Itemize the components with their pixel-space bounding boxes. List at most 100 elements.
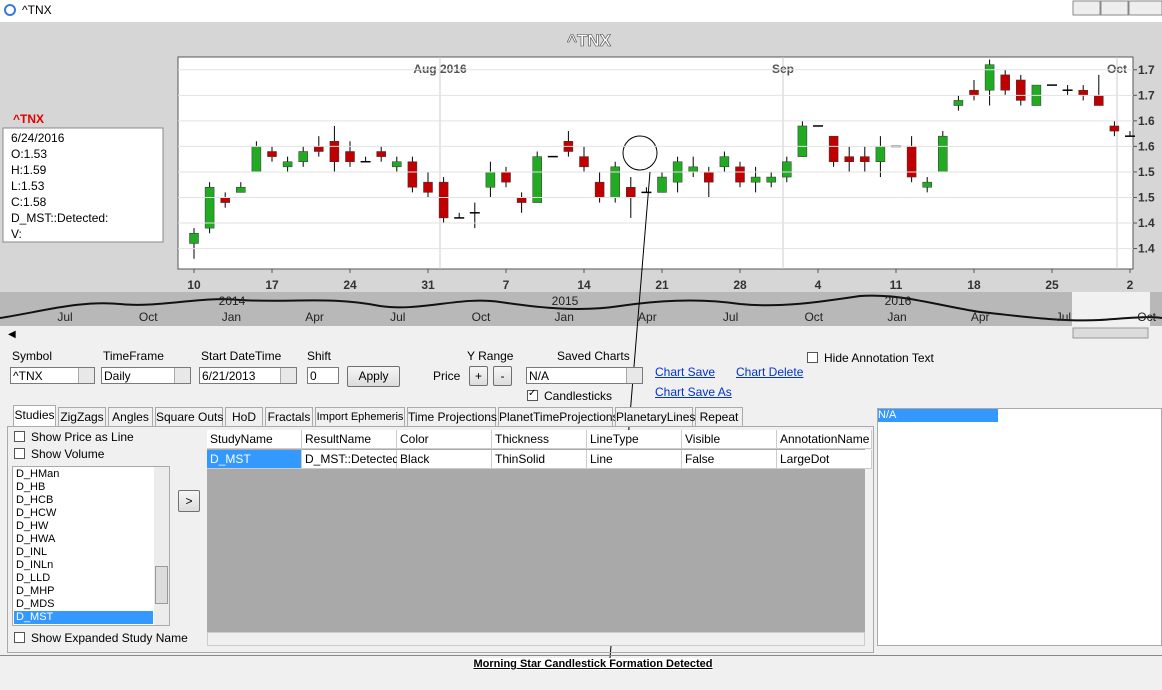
tab[interactable]: Angles [108, 407, 153, 426]
study-item[interactable]: D_MST [16, 611, 54, 623]
candle-body [485, 171, 496, 188]
right-list [877, 408, 1162, 646]
label: Show Expanded Study Name [31, 631, 188, 645]
right-list-item[interactable]: N/A [878, 409, 998, 422]
candle-body [220, 197, 230, 203]
tab-panel [7, 426, 874, 653]
tab[interactable]: Square Outs [155, 407, 223, 426]
candle-body [516, 197, 527, 203]
start-combo[interactable]: 6/21/2013 [199, 367, 297, 384]
grid-cell[interactable]: False [682, 450, 777, 469]
checkbox[interactable] [14, 448, 25, 459]
chart-save-link[interactable]: Chart Save [655, 365, 716, 379]
x-tick-label: 4 [815, 278, 822, 292]
study-item[interactable]: D_INLn [16, 559, 54, 571]
minimize-button[interactable] [1072, 0, 1101, 16]
tab[interactable]: Repeat [695, 407, 743, 426]
overview-month: Jan [222, 310, 241, 324]
x-tick-label: 11 [890, 278, 903, 292]
candle-body [782, 161, 792, 178]
y-tick-label: 1.4 [1138, 242, 1155, 256]
tab[interactable]: HoD [225, 407, 263, 426]
close-button[interactable] [1128, 0, 1162, 16]
overview-month: Jul [723, 310, 738, 324]
checkbox[interactable] [14, 431, 25, 442]
candle-body [626, 187, 636, 198]
y-tick-label: 1.6 [1138, 114, 1155, 128]
x-tick-label: 7 [503, 278, 510, 292]
tab[interactable]: Time Projections [407, 407, 497, 426]
overview-month: Oct [1137, 310, 1156, 324]
study-item[interactable]: D_MHP [16, 585, 55, 597]
candle-body [298, 151, 308, 162]
y-tick-label: 1.5 [1138, 165, 1155, 179]
candlesticks-checkbox[interactable]: ✓ [527, 388, 538, 401]
candle-body [1000, 74, 1010, 91]
grid-cell[interactable]: ThinSolid [492, 450, 587, 469]
candle-body [329, 141, 340, 162]
list-scroll-thumb[interactable] [155, 566, 168, 604]
minus-button[interactable]: - [493, 366, 512, 386]
tab[interactable]: PlanetaryLines [615, 407, 695, 426]
x-tick-label: 17 [265, 278, 279, 292]
candle-body [392, 161, 402, 168]
overview-month: Apr [638, 310, 657, 324]
tab[interactable]: ZigZags [58, 407, 106, 426]
study-item[interactable]: D_HCW [16, 507, 57, 519]
tab[interactable]: PlanetTimeProjections [498, 407, 619, 426]
scroll-thumb[interactable] [1072, 327, 1149, 339]
tab[interactable]: Import Ephemeris [315, 407, 405, 426]
grid-cell[interactable]: D_MST [207, 450, 302, 469]
symbol-combo[interactable]: ^TNX [10, 367, 95, 384]
x-tick-label: 18 [967, 278, 981, 292]
checkbox[interactable] [14, 632, 25, 643]
info-line: H:1.59 [11, 163, 47, 177]
grid-cell[interactable]: D_MST::Detected [302, 450, 399, 469]
grid-cell[interactable]: Line [587, 450, 682, 469]
maximize-button[interactable] [1100, 0, 1129, 16]
hide-annotation-checkbox[interactable] [807, 352, 818, 363]
shift-input[interactable]: 0 [307, 367, 339, 384]
study-item[interactable]: D_MDS [16, 598, 55, 610]
plus-button[interactable]: + [469, 366, 488, 386]
candle-body [532, 156, 542, 203]
candle-body [282, 161, 293, 168]
study-item[interactable]: D_HMan [16, 468, 60, 480]
timeframe-combo[interactable]: Daily [101, 367, 191, 384]
h-scrollbar[interactable] [0, 326, 1162, 340]
chart-delete-link[interactable]: Chart Delete [736, 365, 804, 379]
study-item[interactable]: D_INL [16, 546, 48, 558]
candle-body [735, 166, 745, 183]
study-item[interactable]: D_HB [16, 481, 46, 493]
grid-scrollbar[interactable] [207, 632, 865, 646]
study-item[interactable]: D_HWA [16, 533, 56, 545]
tab[interactable]: Studies [13, 405, 56, 426]
study-item[interactable]: D_LLD [16, 572, 51, 584]
study-item[interactable]: D_HCB [16, 494, 54, 506]
overview-month: Jul [1056, 310, 1071, 324]
candle-body [704, 171, 714, 183]
scroll-arrow[interactable]: ◀ [8, 329, 16, 340]
chart-save-as-link[interactable]: Chart Save As [655, 385, 732, 399]
selected-highlight [14, 611, 153, 624]
x-tick-label: 21 [655, 278, 669, 292]
candle-body [719, 156, 730, 168]
grid-cell[interactable]: LargeDot [777, 450, 872, 469]
x-tick-label: 2 [1127, 278, 1134, 292]
grid-cell[interactable]: Black [397, 450, 492, 469]
overview-month: Apr [971, 310, 990, 324]
saved-combo[interactable]: N/A [526, 367, 643, 384]
candle-body [1078, 89, 1088, 96]
overview-year: 2015 [552, 294, 579, 308]
y-tick-label: 1.6 [1138, 139, 1155, 153]
apply-button[interactable]: Apply [347, 366, 400, 387]
grid-header: Visible [682, 430, 777, 449]
grid-header: LineType [587, 430, 682, 449]
add-study-button[interactable]: > [178, 490, 200, 512]
tab[interactable]: Fractals [265, 407, 313, 426]
label: Show Volume [31, 447, 105, 461]
candle-body [1016, 79, 1026, 101]
study-item[interactable]: D_HW [16, 520, 49, 532]
overview-year: 2016 [885, 294, 912, 308]
